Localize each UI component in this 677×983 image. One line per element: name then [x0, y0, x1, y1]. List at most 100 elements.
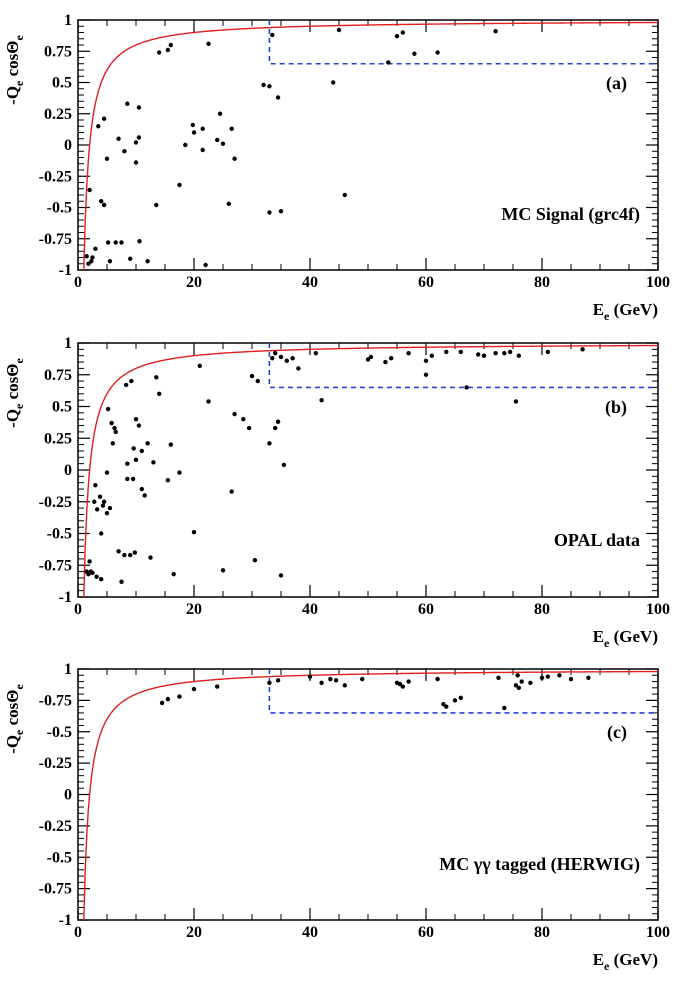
- data-point: [206, 399, 211, 404]
- data-point: [444, 349, 449, 355]
- data-point: [215, 684, 220, 689]
- data-point: [203, 262, 208, 268]
- y-tick-label: 0: [64, 787, 72, 804]
- y-tick-label: -0.25: [39, 818, 72, 835]
- data-point: [545, 349, 550, 355]
- data-point: [84, 254, 89, 259]
- data-point: [319, 680, 324, 686]
- data-point: [110, 441, 116, 446]
- data-point: [275, 95, 281, 100]
- data-point: [275, 419, 281, 424]
- data-point: [229, 126, 234, 131]
- data-point: [273, 350, 278, 356]
- data-point: [435, 50, 440, 55]
- data-point: [215, 137, 220, 143]
- data-point: [502, 705, 507, 711]
- panel-label: (c): [607, 722, 627, 743]
- data-point: [267, 441, 272, 446]
- data-point: [513, 399, 519, 404]
- y-tick-label: 1: [64, 335, 72, 352]
- data-point: [101, 116, 107, 121]
- data-point: [104, 470, 110, 475]
- data-point: [516, 353, 521, 358]
- data-point: [93, 246, 98, 251]
- data-point: [342, 192, 347, 198]
- data-point: [105, 406, 111, 412]
- data-point: [229, 489, 234, 494]
- y-tick-label: -0.5: [47, 526, 72, 543]
- data-point: [197, 363, 202, 369]
- data-point: [217, 111, 223, 116]
- data-point: [154, 202, 159, 208]
- data-point: [142, 493, 147, 498]
- data-point: [133, 417, 139, 422]
- data-point: [496, 675, 501, 680]
- x-tick-label: 0: [74, 601, 82, 618]
- data-point: [313, 350, 318, 356]
- panel-0: 0 20 40 60 80 100 -1 -0.75 -0.5 -0.25 0 0.25 0.5 0.75…: [3, 12, 670, 323]
- data-point: [539, 675, 545, 680]
- acceptance-curve: [83, 670, 659, 921]
- acceptance-curve: [83, 21, 659, 271]
- data-point: [131, 446, 136, 451]
- data-point: [113, 240, 118, 245]
- data-point: [296, 366, 301, 371]
- data-point: [255, 378, 260, 384]
- x-tick-label: 80: [534, 601, 550, 618]
- data-point: [157, 50, 162, 55]
- plot-frame: [77, 668, 659, 921]
- y-tick-label: 0.25: [44, 106, 72, 123]
- data-point: [476, 352, 481, 357]
- data-point: [200, 147, 205, 153]
- data-point: [557, 673, 562, 678]
- data-point: [241, 417, 246, 422]
- data-point: [328, 676, 333, 682]
- x-tick-label: 20: [186, 924, 202, 941]
- data-point: [191, 530, 197, 535]
- data-point: [261, 82, 266, 88]
- data-point: [177, 182, 182, 188]
- data-point: [368, 354, 374, 360]
- data-point: [206, 41, 211, 46]
- data-point: [90, 570, 95, 576]
- data-point: [129, 378, 134, 384]
- data-point: [528, 680, 533, 686]
- data-point: [386, 60, 391, 65]
- data-point: [319, 397, 324, 403]
- x-tick-label: 0: [74, 924, 82, 941]
- data-point: [136, 423, 142, 428]
- y-tick-label: 0: [64, 137, 72, 154]
- data-point: [397, 681, 403, 687]
- data-point: [270, 32, 275, 38]
- data-point: [232, 411, 237, 417]
- data-point: [278, 354, 284, 360]
- y-tick-label: 0.5: [52, 399, 72, 416]
- data-point: [515, 673, 520, 678]
- data-point: [183, 142, 188, 148]
- y-tick-label: -0.75: [39, 557, 72, 574]
- data-point: [394, 34, 400, 39]
- y-axis-label: -Qe cosΘe: [3, 357, 26, 427]
- x-tick-label: 80: [534, 274, 550, 291]
- data-point: [423, 358, 429, 363]
- cut-region-boundary: [268, 669, 658, 714]
- data-point: [441, 701, 446, 707]
- data-point: [154, 375, 159, 380]
- y-tick-label: -0.25: [39, 494, 72, 511]
- x-tick-label: 100: [646, 924, 670, 941]
- data-point: [444, 704, 449, 709]
- data-point: [545, 674, 550, 679]
- y-tick-label: -0.5: [47, 724, 72, 741]
- data-point: [165, 47, 171, 53]
- data-point: [493, 350, 498, 356]
- y-tick-label: -1: [59, 589, 72, 606]
- y-tick-label: -1: [59, 262, 72, 279]
- data-point: [267, 210, 272, 215]
- data-point: [157, 391, 162, 396]
- x-tick-label: 60: [418, 274, 434, 291]
- y-tick-label: -0.25: [39, 755, 72, 772]
- data-point: [232, 156, 237, 161]
- x-axis-label: Ee (GeV): [593, 627, 658, 650]
- data-point: [132, 550, 138, 555]
- data-point: [516, 685, 521, 691]
